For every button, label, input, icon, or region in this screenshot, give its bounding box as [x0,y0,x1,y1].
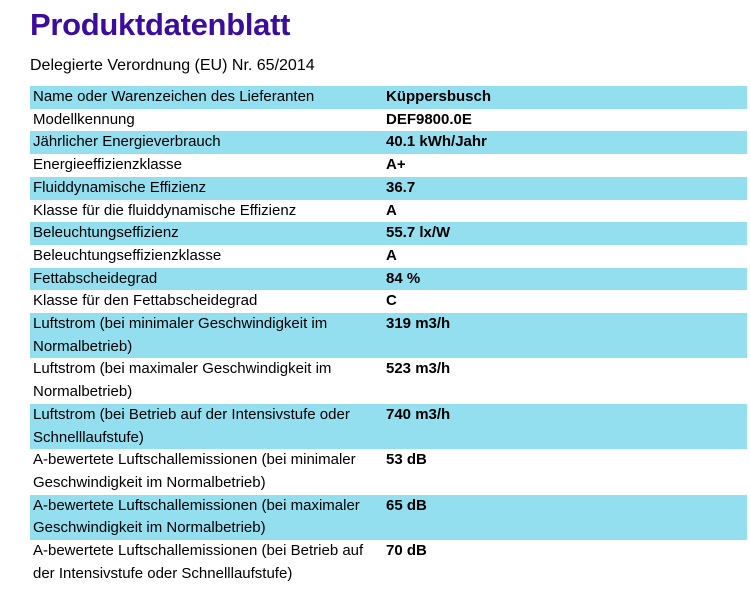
spec-value: 70 dB [386,542,427,560]
spec-value: C [386,292,397,310]
table-row: A-bewertete Luftschallemissionen (bei mi… [30,449,747,494]
spec-label: Beleuchtungseffizienzklasse [33,246,222,264]
table-row: Name oder Warenzeichen des Lieferanten K… [30,86,747,109]
spec-label: Name oder Warenzeichen des Lieferanten [33,88,315,105]
spec-label: Luftstrom (bei minimaler Geschwindigkeit… [33,315,328,355]
table-row: Luftstrom (bei maximaler Geschwindigkeit… [30,358,747,403]
table-row: Fluiddynamische Effizienz 36.7 [30,176,747,200]
spec-label: Klasse für den Fettabscheidegrad [33,292,258,310]
spec-value: 319 m3/h [386,315,451,333]
table-row: Modellkennung DEF9800.0E [30,109,747,132]
spec-value: 740 m3/h [386,405,451,423]
table-row: A-bewertete Luftschallemissionen (bei Be… [30,540,747,585]
spec-label: Fluiddynamische Effizienz [33,178,207,196]
table-row: Klasse für den Fettabscheidegrad C [30,290,747,313]
spec-label: Klasse für die fluiddynamische Effizienz [33,201,297,219]
spec-label: Luftstrom (bei maximaler Geschwindigkeit… [33,360,332,401]
spec-table: Name oder Warenzeichen des Lieferanten K… [30,86,747,585]
table-row: Luftstrom (bei minimaler Geschwindigkeit… [30,313,747,359]
spec-label: A-bewertete Luftschallemissionen (bei ma… [33,496,360,537]
spec-label: Fettabscheidegrad [33,269,158,287]
spec-label: Modellkennung [33,110,135,128]
spec-value: 84 % [386,269,421,287]
table-row: Jährlicher Energieverbrauch 40.1 kWh/Jah… [30,131,747,155]
spec-value: A [386,246,397,264]
table-row: Luftstrom (bei Betrieb auf der Intensivs… [30,403,747,450]
spec-value: 40.1 kWh/Jahr [386,133,487,151]
table-row: A-bewertete Luftschallemissionen (bei ma… [30,494,747,541]
spec-label: A-bewertete Luftschallemissionen (bei Be… [33,542,364,582]
spec-value: A+ [386,156,406,174]
spec-value: 55.7 lx/W [386,224,451,242]
table-row: Energieeffizienzklasse A+ [30,154,747,177]
table-row: Beleuchtungseffizienz 55.7 lx/W [30,222,747,245]
spec-value: 53 dB [386,451,427,469]
spec-label: Luftstrom (bei Betrieb auf der Intensivs… [33,405,350,446]
spec-value: 523 m3/h [386,360,451,378]
spec-value: Küppersbusch [386,88,492,105]
spec-label: Beleuchtungseffizienz [33,224,179,242]
spec-label: Energieeffizienzklasse [33,156,182,174]
spec-label: Jährlicher Energieverbrauch [33,133,221,151]
page-title: Produktdatenblatt [30,7,291,42]
spec-value: 36.7 [386,178,416,196]
spec-label: A-bewertete Luftschallemissionen (bei mi… [33,451,356,491]
regulation-subtitle: Delegierte Verordnung (EU) Nr. 65/2014 [30,57,315,74]
spec-value: DEF9800.0E [386,110,472,128]
table-row: Fettabscheidegrad 84 % [30,267,747,291]
spec-value: 65 dB [386,496,427,514]
table-row: Klasse für die fluiddynamische Effizienz… [30,200,747,223]
spec-value: A [386,201,397,219]
table-row: Beleuchtungseffizienzklasse A [30,245,747,268]
